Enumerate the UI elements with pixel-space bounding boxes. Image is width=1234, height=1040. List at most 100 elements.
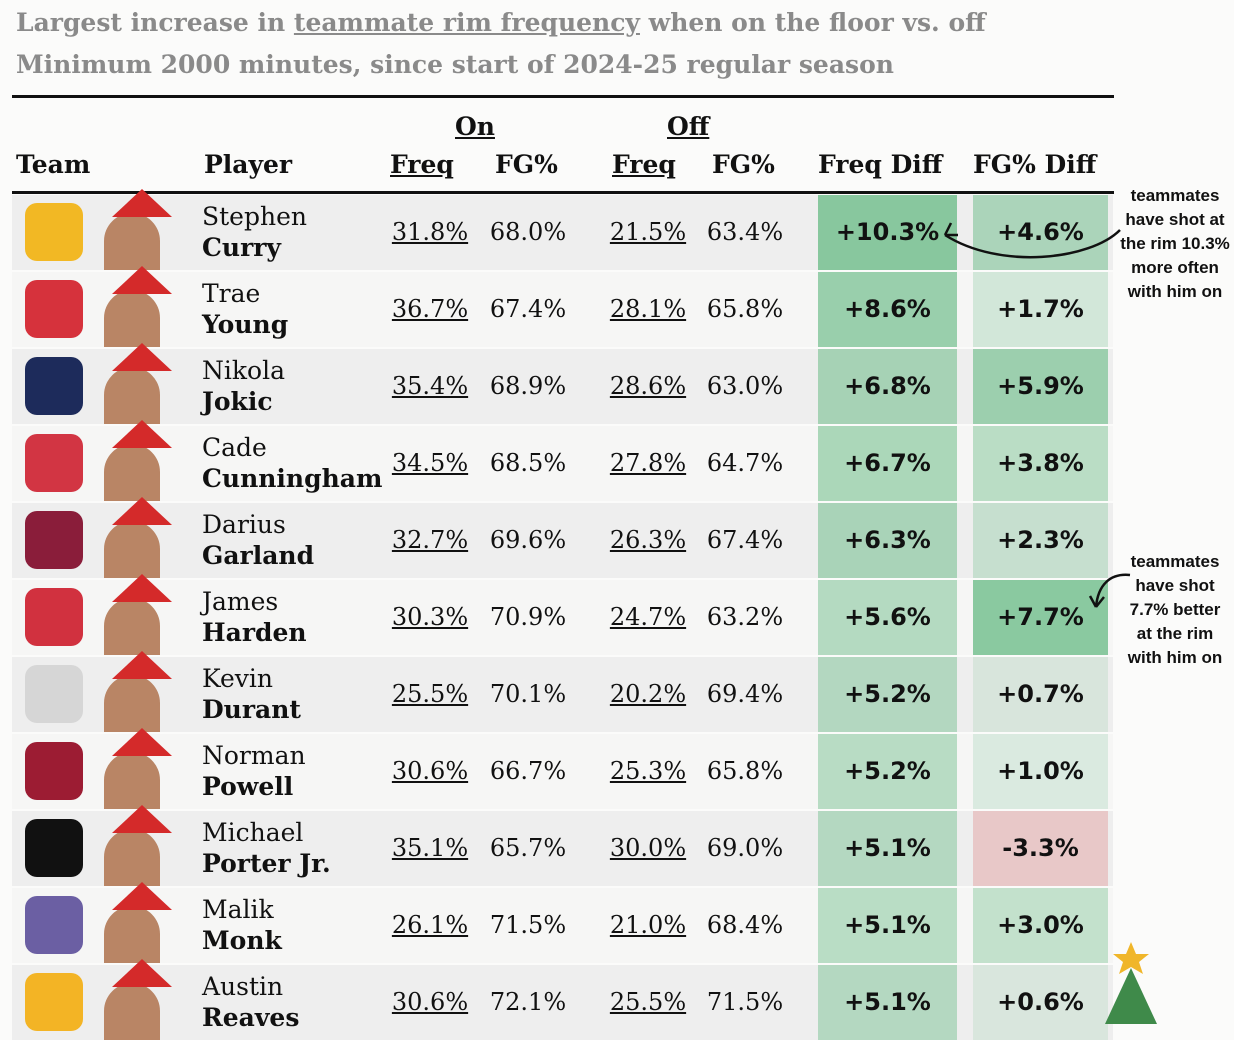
value-cell: 67.4% xyxy=(706,526,784,554)
player-name: Stephen Curry xyxy=(202,201,307,263)
annotation-line: at the rim xyxy=(1136,624,1214,643)
first-name: Nikola xyxy=(202,356,285,385)
santa-hat xyxy=(112,189,172,217)
value-cell: 69.0% xyxy=(706,834,784,862)
freq-diff: +5.1% xyxy=(818,811,957,886)
team-logo xyxy=(25,357,83,415)
fg-diff: +7.7% xyxy=(973,580,1108,655)
value-cell: 32.7% xyxy=(391,526,469,554)
last-name: Durant xyxy=(202,695,301,724)
value-cell: 69.6% xyxy=(489,526,567,554)
santa-hat xyxy=(112,651,172,679)
title: Largest increase in teammate rim frequen… xyxy=(16,8,986,37)
fg-diff: +5.9% xyxy=(973,349,1108,424)
value-cell: 69.4% xyxy=(706,680,784,708)
value-cell: 24.7% xyxy=(609,603,687,631)
arrows xyxy=(943,222,1121,259)
first-name: Trae xyxy=(202,279,261,308)
value-cell: 68.4% xyxy=(706,911,784,939)
headshot xyxy=(104,290,160,347)
value-cell: 72.1% xyxy=(489,988,567,1016)
arrow-head xyxy=(943,222,958,237)
first-name: Cade xyxy=(202,433,267,462)
tree-icon xyxy=(1105,942,1157,1024)
headshot xyxy=(104,983,160,1040)
value-cell: 66.7% xyxy=(489,757,567,785)
player-name: Darius Garland xyxy=(202,509,314,571)
column-header: FG% xyxy=(495,150,558,179)
value-cell: 70.9% xyxy=(489,603,567,631)
table-row: Michael Porter Jr. 35.1% 65.7% 30.0% 69.0% +5.… xyxy=(12,805,1113,886)
table-row: Stephen Curry 31.8% 68.0% 21.5% 63.4% +10.3% +4… xyxy=(12,189,1113,270)
value-cell: 30.6% xyxy=(391,988,469,1016)
fg-diff: +3.8% xyxy=(973,426,1108,501)
table-row: Darius Garland 32.7% 69.6% 26.3% 67.4% +6.3% +2… xyxy=(12,497,1113,578)
table-row: James Harden 30.3% 70.9% 24.7% 63.2% +5.6% +7.7… xyxy=(12,574,1113,655)
value-cell: 68.0% xyxy=(489,218,567,246)
santa-hat xyxy=(112,728,172,756)
first-name: Austin xyxy=(202,972,284,1001)
annotation-line: have shot xyxy=(1135,576,1215,595)
value-cell: 35.1% xyxy=(391,834,469,862)
group-header: On xyxy=(455,112,495,141)
title-part: when on the floor vs. off xyxy=(639,8,986,37)
value-cell: 21.5% xyxy=(609,218,687,246)
fg-diff: +1.0% xyxy=(973,734,1108,809)
headshot xyxy=(104,444,160,501)
arrows xyxy=(1088,573,1131,608)
first-name: Norman xyxy=(202,741,306,770)
value-cell: 30.3% xyxy=(391,603,469,631)
team-logo xyxy=(25,973,83,1031)
freq-diff: +5.1% xyxy=(818,888,957,963)
team-logo xyxy=(25,819,83,877)
fg-diff: -3.3% xyxy=(973,811,1108,886)
column-header: Player xyxy=(204,150,293,179)
table-row: Kevin Durant 25.5% 70.1% 20.2% 69.4% +5.2% +0.7… xyxy=(12,651,1113,732)
rule xyxy=(12,191,1114,194)
value-cell: 65.8% xyxy=(706,295,784,323)
freq-diff: +8.6% xyxy=(818,272,957,347)
last-name: Young xyxy=(202,310,289,339)
player-name: James Harden xyxy=(202,586,307,648)
headshot xyxy=(104,675,160,732)
headshot xyxy=(104,829,160,886)
headshot xyxy=(104,906,160,963)
annotation-line: 7.7% better xyxy=(1129,600,1221,619)
annotation: teammates have shot at the rim 10.3% more o… xyxy=(1118,184,1232,304)
santa-hat xyxy=(112,574,172,602)
freq-diff: +10.3% xyxy=(818,195,957,270)
freq-diff: +6.3% xyxy=(818,503,957,578)
title-part: teammate rim frequency xyxy=(293,8,640,37)
last-name: Porter Jr. xyxy=(202,849,331,878)
last-name: Reaves xyxy=(202,1003,300,1032)
last-name: Monk xyxy=(202,926,282,955)
value-cell: 71.5% xyxy=(706,988,784,1016)
fg-diff: +2.3% xyxy=(973,503,1108,578)
first-name: Darius xyxy=(202,510,286,539)
column-header: Freq Diff xyxy=(818,150,943,179)
value-cell: 20.2% xyxy=(609,680,687,708)
team-logo xyxy=(25,203,83,261)
table-row: Malik Monk 26.1% 71.5% 21.0% 68.4% +5.1% +3.0% xyxy=(12,882,1113,963)
freq-diff: +6.7% xyxy=(818,426,957,501)
santa-hat xyxy=(112,343,172,371)
value-cell: 71.5% xyxy=(489,911,567,939)
freq-diff: +5.6% xyxy=(818,580,957,655)
team-logo xyxy=(25,434,83,492)
annotation-line: with him on xyxy=(1127,282,1223,301)
title-part: Largest increase in xyxy=(16,8,294,37)
value-cell: 68.9% xyxy=(489,372,567,400)
annotation-line: the rim 10.3% xyxy=(1120,234,1230,253)
column-header: Freq xyxy=(612,150,676,179)
headshot xyxy=(104,598,160,655)
value-cell: 26.1% xyxy=(391,911,469,939)
arrow xyxy=(1094,573,1131,608)
team-logo xyxy=(25,665,83,723)
annotation-line: teammates xyxy=(1130,186,1220,205)
value-cell: 64.7% xyxy=(706,449,784,477)
last-name: Powell xyxy=(202,772,294,801)
player-name: Malik Monk xyxy=(202,894,282,956)
freq-diff: +6.8% xyxy=(818,349,957,424)
player-name: Nikola Jokic xyxy=(202,355,285,417)
